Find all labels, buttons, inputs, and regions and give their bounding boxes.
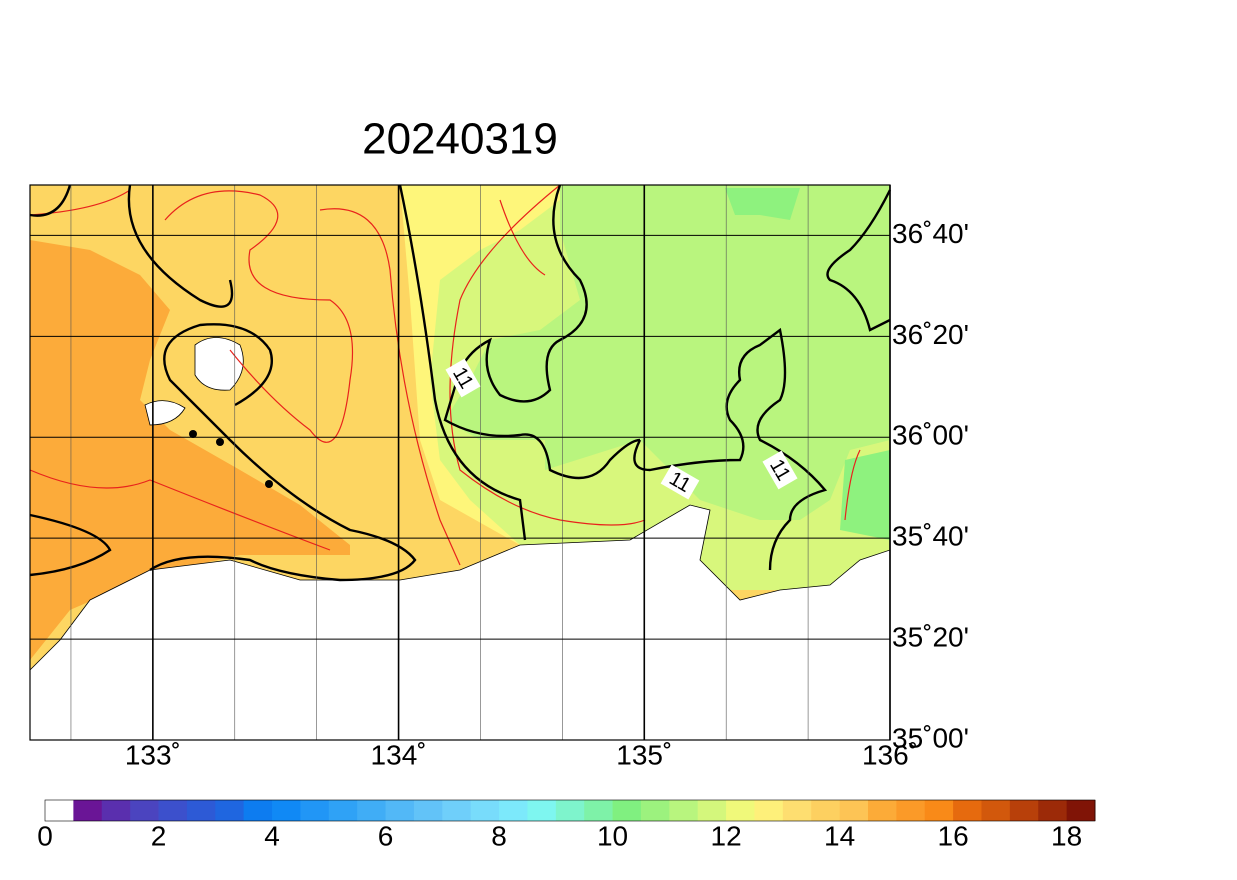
colorbar-segment (272, 800, 301, 821)
colorbar-segment (300, 800, 330, 821)
contour (499, 199, 546, 276)
contour (844, 449, 861, 521)
colorbar-segment (328, 800, 358, 821)
colorbar-segment (811, 800, 841, 821)
contour (826, 189, 892, 332)
colorbar-frame (44, 799, 1096, 822)
colorbar-segment (215, 800, 245, 821)
lon-tick-label: 133˚ (125, 739, 181, 770)
colorbar-segment (385, 800, 415, 821)
colorbar-segment (527, 800, 557, 821)
contour (164, 190, 353, 443)
sst-area (445, 185, 890, 520)
colorbar-segment (45, 800, 74, 821)
colorbar-segment (867, 800, 897, 821)
label-box (445, 358, 481, 398)
sst-area (725, 188, 800, 220)
colorbar: 0 2 4 6 8 10 12 14 16 18 (37, 799, 1096, 851)
colorbar-segment (669, 800, 699, 821)
colorbar-segment (953, 800, 982, 821)
colorbar-segment (924, 800, 954, 821)
colorbar-tick-label: 2 (151, 820, 167, 851)
contour (633, 327, 828, 571)
map-frame (29, 184, 891, 741)
lon-tick-label: 136˚ (862, 739, 918, 770)
colorbar-segment (555, 800, 585, 821)
contour (149, 323, 417, 582)
colorbar-segment (612, 800, 642, 821)
contour (443, 184, 641, 480)
colorbar-segment (754, 800, 784, 821)
contour (319, 208, 461, 566)
colorbar-tick-label: 0 (37, 820, 53, 851)
colorbar-segment (357, 800, 387, 821)
station (265, 480, 273, 488)
colorbar-segment (1038, 800, 1068, 821)
colorbar-segment (896, 800, 926, 821)
colorbar-segment (726, 800, 755, 821)
lat-tick-label: 36˚00' (892, 420, 969, 451)
colorbar-segment (981, 800, 1011, 821)
contour (29, 513, 112, 577)
lat-tick-label: 36˚40' (892, 218, 969, 249)
colorbar-segment (640, 800, 670, 821)
colorbar-tick-label: 6 (378, 820, 394, 851)
colorbar-segment (1066, 800, 1096, 821)
colorbar-segment (130, 800, 160, 821)
contour (398, 184, 527, 541)
land (29, 504, 891, 741)
colorbar-tick-label: 8 (491, 820, 507, 851)
colorbar-tick-label: 14 (824, 820, 855, 851)
title: 20240319 (362, 115, 558, 164)
lat-tick-label: 35˚00' (892, 722, 969, 753)
colorbar-tick-label: 12 (711, 820, 742, 851)
island (194, 337, 244, 391)
colorbar-segment (839, 800, 869, 821)
lon-tick-label: 134˚ (371, 739, 427, 770)
lat-tick-label: 36˚20' (892, 319, 969, 350)
colorbar-segment (584, 800, 614, 821)
lat-tick-label: 35˚20' (892, 621, 969, 652)
contour (127, 184, 234, 308)
contour (29, 184, 72, 217)
colorbar-segment (73, 800, 103, 821)
colorbar-segment (413, 800, 443, 821)
lat-tick-label: 35˚40' (892, 521, 969, 552)
colorbar-tick-label: 10 (597, 820, 628, 851)
colorbar-segment (158, 800, 188, 821)
island (144, 400, 186, 426)
contour (29, 469, 331, 551)
stations (189, 430, 273, 488)
colorbar-segment (442, 800, 472, 821)
colorbar-segment (499, 800, 528, 821)
lon-tick-label: 135˚ (616, 739, 672, 770)
colorbar-tick-label: 16 (938, 820, 969, 851)
station (216, 438, 224, 446)
colorbar-segment (470, 800, 500, 821)
red-contours (29, 184, 861, 566)
sst-area (30, 240, 350, 660)
colorbar-tick-label: 4 (264, 820, 280, 851)
black-contours (29, 184, 892, 582)
label-box (762, 450, 798, 490)
label-box (660, 464, 700, 500)
contour (449, 184, 646, 526)
colorbar-tick-label: 18 (1051, 820, 1082, 851)
colorbar-segment (782, 800, 812, 821)
colorbar-segment (101, 800, 131, 821)
colorbar-segment (186, 800, 216, 821)
colorbar-segment (1009, 800, 1039, 821)
colorbar-segment (243, 800, 273, 821)
colorbar-segment (697, 800, 727, 821)
station (189, 430, 197, 438)
